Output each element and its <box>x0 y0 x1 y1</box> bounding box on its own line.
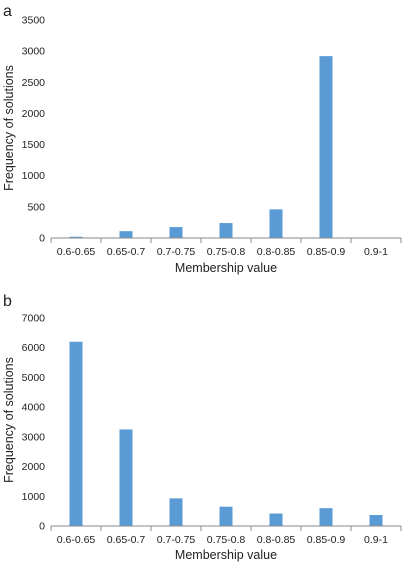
y-tick-label-b: 6000 <box>22 342 46 354</box>
bar-a-2 <box>119 231 133 238</box>
bar-b-3 <box>169 498 183 526</box>
y-tick-label-b: 4000 <box>22 402 46 414</box>
y-tick-label-a: 0 <box>39 233 45 245</box>
bar-b-1 <box>69 341 83 526</box>
x-tick-label-a: 0.7-0.75 <box>157 246 196 258</box>
x-tick-label-b: 0.6-0.65 <box>57 534 96 546</box>
x-ticks-b: 0.6-0.65 0.65-0.7 0.7-0.75 0.75-0.8 0.8-0.85… <box>50 526 402 546</box>
bar-a-1 <box>69 236 83 238</box>
x-axis-title-b: Membership value <box>175 548 277 562</box>
x-tick-label-b: 0.65-0.7 <box>107 534 146 546</box>
y-tick-label-b: 7000 <box>22 313 46 325</box>
bar-b-6 <box>319 508 333 526</box>
y-tick-label-a: 2500 <box>22 77 46 89</box>
bar-a-6 <box>319 56 333 238</box>
bar-a-5 <box>269 209 283 238</box>
y-tick-label-b: 2000 <box>22 461 46 473</box>
bar-b-2 <box>119 429 133 526</box>
bars-a <box>69 56 333 238</box>
bar-a-4 <box>219 223 233 238</box>
bar-b-5 <box>269 513 283 526</box>
y-tick-label-a: 1500 <box>22 139 46 151</box>
y-tick-label-a: 1000 <box>22 170 46 182</box>
bar-b-7 <box>369 515 383 526</box>
x-tick-label-a: 0.9-1 <box>364 246 388 258</box>
y-tick-label-b: 1000 <box>22 491 46 503</box>
y-tick-label-b: 0 <box>39 521 45 533</box>
y-tick-label-a: 3500 <box>22 15 46 27</box>
x-tick-label-a: 0.75-0.8 <box>207 246 246 258</box>
x-tick-label-b: 0.9-1 <box>364 534 388 546</box>
chart-a: a Frequency of solutions 0 500 1000 1500 200… <box>2 3 402 275</box>
bar-b-4 <box>219 506 233 526</box>
x-tick-label-a: 0.8-0.85 <box>257 246 296 258</box>
x-tick-label-a: 0.85-0.9 <box>307 246 346 258</box>
x-tick-label-a: 0.65-0.7 <box>107 246 146 258</box>
x-tick-label-a: 0.6-0.65 <box>57 246 96 258</box>
panel-label-b: b <box>3 293 12 310</box>
x-axis-title-a: Membership value <box>175 261 277 275</box>
y-tick-label-a: 2000 <box>22 108 46 120</box>
x-tick-label-b: 0.75-0.8 <box>207 534 246 546</box>
x-tick-label-b: 0.8-0.85 <box>257 534 296 546</box>
x-tick-label-b: 0.7-0.75 <box>157 534 196 546</box>
bars-b <box>69 341 383 526</box>
y-ticks-b: 0 1000 2000 3000 4000 5000 6000 7000 <box>22 313 46 533</box>
x-ticks-a: 0.6-0.65 0.65-0.7 0.7-0.75 0.75-0.8 0.8-0.85… <box>50 238 402 258</box>
y-tick-label-a: 3000 <box>22 46 46 58</box>
y-tick-label-b: 3000 <box>22 431 46 443</box>
y-ticks-a: 0 500 1000 1500 2000 2500 3000 3500 <box>22 15 46 245</box>
y-axis-title-b: Frequency of solutions <box>2 357 16 483</box>
x-tick-label-b: 0.85-0.9 <box>307 534 346 546</box>
panel-label-a: a <box>3 3 12 20</box>
y-axis-title-a: Frequency of solutions <box>2 65 16 191</box>
chart-b: b Frequency of solutions 0 1000 2000 3000 40… <box>2 293 402 562</box>
y-tick-label-a: 500 <box>27 201 45 213</box>
y-tick-label-b: 5000 <box>22 372 46 384</box>
bar-a-3 <box>169 227 183 238</box>
